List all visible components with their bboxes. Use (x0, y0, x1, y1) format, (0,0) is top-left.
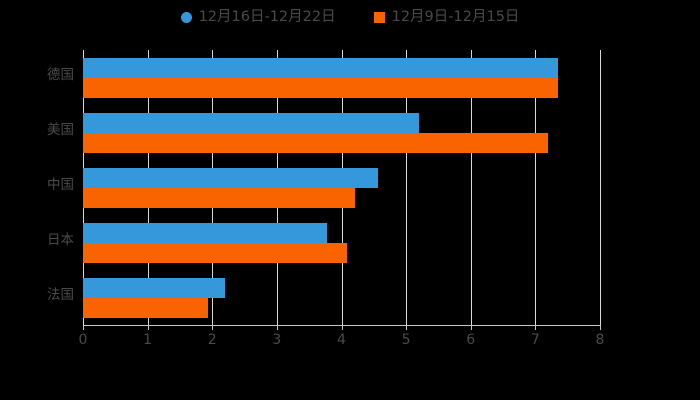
bar-series-1-category-4[interactable] (83, 298, 208, 318)
x-axis-label-3: 3 (272, 332, 282, 348)
chart-legend: 12月16日-12月22日 12月9日-12月15日 (0, 4, 700, 30)
bar-series-0-category-1[interactable] (83, 113, 420, 133)
bar-series-0-category-0[interactable] (83, 58, 558, 78)
bar-series-0-category-2[interactable] (83, 168, 379, 188)
x-axis-tick-mark-2 (212, 325, 214, 330)
x-axis-label-2: 2 (207, 332, 217, 348)
y-axis-label-3: 日本 (47, 232, 74, 248)
legend-label-series-1: 12月9日-12月15日 (391, 8, 520, 25)
bar-series-1-category-2[interactable] (83, 188, 356, 208)
x-axis-tick-mark-3 (276, 325, 278, 330)
x-axis-tick-mark-7 (535, 325, 537, 330)
legend-circle-marker-icon (180, 11, 192, 23)
gridline-7 (535, 50, 537, 325)
legend-label-series-0: 12月16日-12月22日 (198, 8, 336, 25)
bar-series-1-category-3[interactable] (83, 243, 348, 263)
x-axis-label-5: 5 (401, 332, 411, 348)
x-axis-tick-mark-1 (147, 325, 149, 330)
bar-series-1-category-0[interactable] (83, 78, 558, 98)
legend-item-series-0[interactable]: 12月16日-12月22日 (180, 8, 336, 25)
x-axis-label-8: 8 (595, 332, 605, 348)
bar-series-0-category-3[interactable] (83, 223, 328, 243)
y-axis-label-1: 美国 (47, 122, 74, 138)
bar-series-0-category-4[interactable] (83, 278, 226, 298)
gridline-8 (600, 50, 601, 325)
x-axis-label-0: 0 (78, 332, 88, 348)
y-axis-label-2: 中国 (47, 177, 74, 193)
x-axis-label-1: 1 (143, 332, 153, 348)
bar-series-1-category-1[interactable] (83, 133, 549, 153)
x-axis-label-6: 6 (466, 332, 476, 348)
y-axis-labels: 德国 美国 中国 日本 法国 (12, 50, 74, 325)
x-axis-label-7: 7 (530, 332, 540, 348)
gridline-5 (406, 50, 408, 325)
x-axis-tick-mark-5 (406, 325, 408, 330)
x-axis-tick-mark-6 (470, 325, 472, 330)
y-axis-label-0: 德国 (47, 67, 74, 83)
plot-area (83, 50, 601, 325)
x-axis-tick-mark-0 (83, 325, 84, 330)
x-axis-tick-mark-8 (600, 325, 601, 330)
y-axis-label-4: 法国 (47, 287, 74, 303)
legend-square-marker-icon (373, 11, 385, 23)
gridline-6 (470, 50, 472, 325)
x-axis-label-4: 4 (337, 332, 346, 348)
x-axis-tick-mark-4 (341, 325, 343, 330)
legend-item-series-1[interactable]: 12月9日-12月15日 (373, 8, 520, 25)
